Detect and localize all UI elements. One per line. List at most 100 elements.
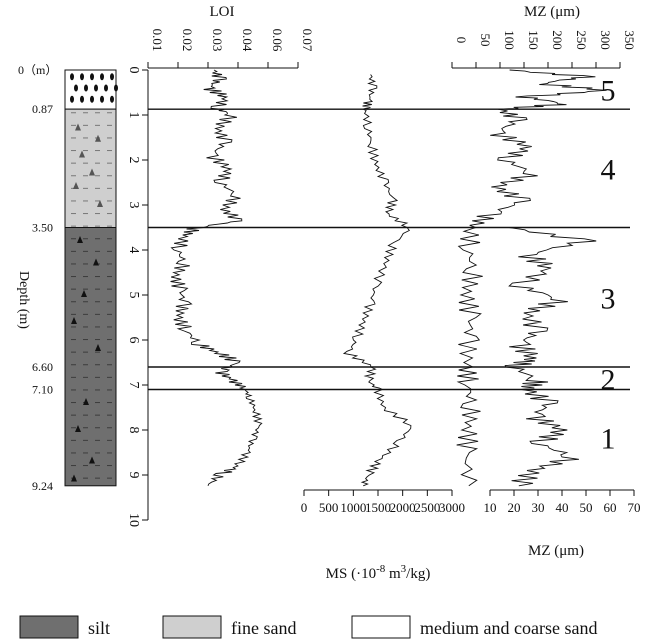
unit-label: 5 <box>601 75 616 108</box>
gravel-symbol <box>84 84 88 92</box>
loi-axis-tick-label: 0.04 <box>240 29 255 52</box>
depth-tick-label: 1 <box>126 112 141 119</box>
ms-axis-tick-label: 2000 <box>390 500 416 515</box>
sand-symbol <box>89 456 95 464</box>
sand-symbol <box>89 168 95 176</box>
mz-top-curve <box>456 69 607 487</box>
sand-symbol <box>71 317 77 324</box>
gravel-symbol <box>104 84 108 92</box>
boundary-depth-label: 3.50 <box>32 221 53 235</box>
legend-fine-sand-swatch <box>162 615 222 639</box>
unit-label: 4 <box>601 153 616 186</box>
ms-axis-tick-label: 500 <box>319 500 339 515</box>
unit-label: 2 <box>601 363 616 396</box>
legend-fine-sand-label: fine sand <box>231 618 296 638</box>
mz-top-axis-tick-label: 350 <box>622 30 637 50</box>
mz-top-axis-tick-label: 100 <box>502 30 517 50</box>
mz-top-axis-tick-label: 250 <box>574 30 589 50</box>
mz-bottom-axis-tick-label: 40 <box>556 500 569 515</box>
boundary-depth-label: 9.24 <box>32 479 53 493</box>
gravel-symbol <box>114 84 118 92</box>
boundary-depth-label: 7.10 <box>32 383 53 397</box>
loi-curve <box>170 69 263 486</box>
ms-axis-tick-label: 1000 <box>340 500 366 515</box>
sand-symbol <box>95 344 101 351</box>
depth-tick-label: 6 <box>126 337 141 344</box>
ms-axis-title: MS (·10-8 m3/kg) <box>326 563 431 582</box>
mz-bottom-axis-tick-label: 10 <box>484 500 497 515</box>
sand-symbol <box>93 258 99 266</box>
gravel-symbol <box>90 73 94 81</box>
boundary-depth-label: 0.87 <box>32 102 53 116</box>
gravel-symbol <box>100 95 104 103</box>
gravel-symbol <box>110 73 114 81</box>
gravel-symbol <box>80 95 84 103</box>
legend: silt fine sand medium and coarse sand <box>19 615 597 639</box>
unit-label: 3 <box>601 282 616 315</box>
layer-silt <box>64 227 117 487</box>
mz-top-axis-tick-label: 300 <box>598 30 613 50</box>
loi-axis-tick-label: 0.02 <box>180 29 195 52</box>
depth-axis-title: Depth (m) <box>16 271 31 329</box>
ms-axis-tick-label: 0 <box>301 500 308 515</box>
loi-axis-tick-label: 0.03 <box>210 29 225 52</box>
ms-axis-tick-label: 2500 <box>414 500 440 515</box>
sand-symbol <box>79 150 85 158</box>
gravel-symbol <box>100 73 104 81</box>
gravel-symbol <box>74 84 78 92</box>
depth-tick-label: 4 <box>126 247 141 254</box>
depth-tick-label: 8 <box>126 427 141 434</box>
loi-axis-tick-label: 0.06 <box>270 29 285 52</box>
axes-group: 0 1 2 3 4 5 6 7 8 9 10 5 4 3 2 1 0.01 0.02 0.03 0.04 0.06 0.0… <box>126 29 641 527</box>
ms-axis-tick-label: 1500 <box>365 500 391 515</box>
mz-bottom-axis-tick-label: 60 <box>604 500 617 515</box>
legend-medium-coarse-sand-label: medium and coarse sand <box>420 618 597 638</box>
sand-symbol <box>81 290 87 297</box>
loi-axis-tick-label: 0.07 <box>300 29 315 52</box>
depth-tick-label: 10 <box>126 513 141 527</box>
sand-symbol <box>75 425 81 432</box>
stratigraphic-column: 0（m） 0.87 3.50 6.60 7.10 9.24 <box>18 63 118 493</box>
mz-bottom-curve <box>504 227 597 487</box>
gravel-symbol <box>70 95 74 103</box>
depth-tick-label: 5 <box>126 292 141 299</box>
legend-silt-swatch <box>19 615 79 639</box>
mz-top-axis-tick-label: 200 <box>550 30 565 50</box>
depth-tick-label: 0 <box>126 67 141 74</box>
gravel-symbol <box>80 73 84 81</box>
loi-axis-tick-label: 0.01 <box>150 29 165 52</box>
depth-tick-label: 9 <box>126 472 141 479</box>
mz-bottom-axis-title: MZ (μm) <box>528 543 584 559</box>
ms-curve <box>342 74 412 487</box>
mz-top-axis-tick-label: 150 <box>526 30 541 50</box>
gravel-symbol <box>70 73 74 81</box>
ms-axis-tick-label: 3000 <box>439 500 465 515</box>
legend-medium-coarse-sand-swatch <box>351 615 411 639</box>
unit-label: 1 <box>601 423 616 456</box>
gravel-symbol <box>110 95 114 103</box>
sand-symbol <box>75 123 81 131</box>
mz-bottom-axis-tick-label: 30 <box>532 500 545 515</box>
sand-symbol <box>83 398 89 405</box>
gravel-symbol <box>94 84 98 92</box>
sand-symbol <box>71 474 77 482</box>
curves-group <box>170 69 607 487</box>
depth-tick-label: 3 <box>126 202 141 209</box>
layer-fine-sand <box>64 108 117 228</box>
mz-top-axis-title: MZ (μm) <box>524 4 580 20</box>
legend-silt-label: silt <box>88 618 110 638</box>
column-top-label: 0（m） <box>18 63 57 77</box>
sand-symbol <box>77 236 83 243</box>
sand-symbol <box>97 200 103 207</box>
depth-tick-label: 7 <box>126 382 141 389</box>
mz-bottom-axis-tick-label: 20 <box>508 500 521 515</box>
sand-symbol <box>73 182 79 189</box>
gravel-symbol <box>90 95 94 103</box>
mz-top-axis-tick-label: 50 <box>478 34 493 47</box>
sand-symbol <box>95 134 101 142</box>
loi-axis-title: LOI <box>210 4 235 20</box>
depth-tick-label: 2 <box>126 157 141 164</box>
mz-bottom-axis-tick-label: 50 <box>580 500 593 515</box>
mz-bottom-axis-tick-label: 70 <box>628 500 641 515</box>
